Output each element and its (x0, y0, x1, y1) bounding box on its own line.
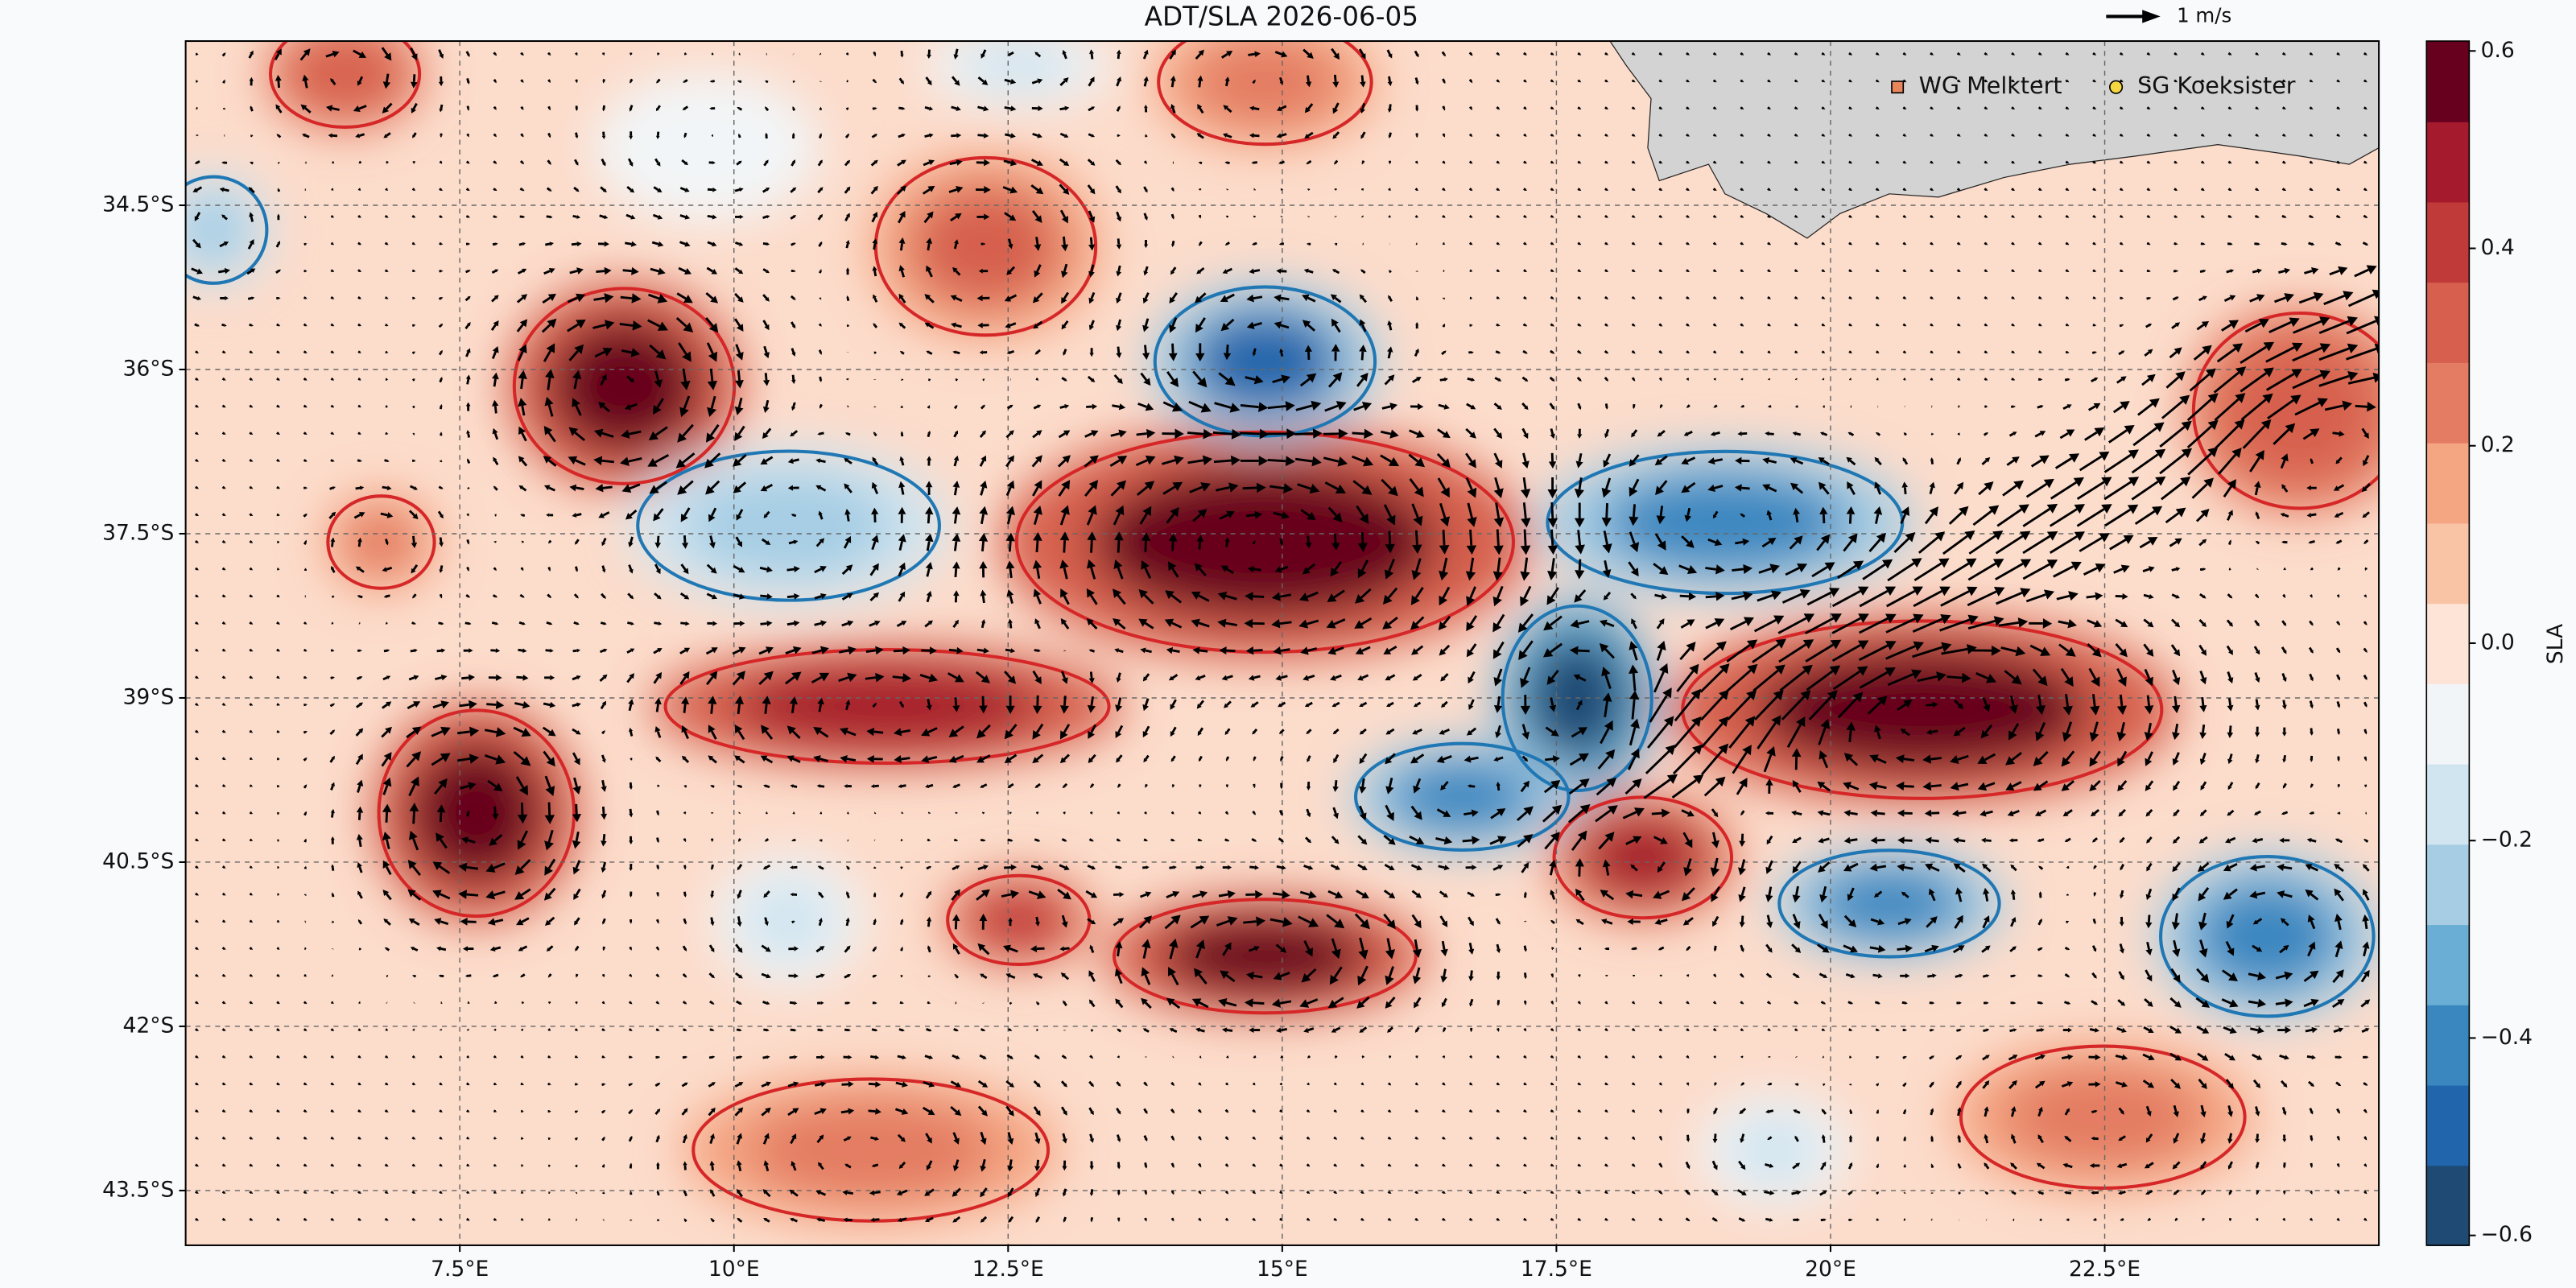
sla-contour (2159, 855, 2376, 1018)
sla-contour (268, 41, 422, 129)
sla-contour (185, 175, 269, 285)
sla-eddy-core (1724, 1113, 1824, 1187)
sla-contour (1354, 741, 1571, 852)
sla-contour (2191, 311, 2380, 510)
legend-label: WG Melktert (1919, 72, 2062, 99)
sla-eddy-core (956, 41, 1080, 93)
sla-contour (1501, 604, 1653, 792)
sla-eddy-core (344, 510, 419, 575)
colorbar-tick-label: 0.6 (2481, 38, 2515, 63)
colorbar-swatch (2426, 41, 2470, 122)
legend-marker (2108, 80, 2124, 94)
y-tick-label: 40.5°S (102, 848, 174, 873)
sla-eddy-core (1188, 309, 1342, 414)
sla-eddy-core (1191, 41, 1340, 126)
sla-contour (1777, 848, 2001, 959)
y-tick-label: 34.5°S (102, 192, 174, 217)
sla-eddy-core (1601, 473, 1848, 572)
colorbar-swatch (2426, 844, 2470, 926)
legend-marker (1891, 80, 1905, 94)
colorbar-swatch (2426, 1004, 2470, 1086)
land (1609, 41, 2380, 239)
y-tick-label: 42°S (122, 1013, 174, 1038)
sla-eddy-core (739, 877, 838, 964)
sla-eddy-core (909, 184, 1063, 308)
sla-eddy-core (2226, 343, 2374, 479)
colorbar-label: SLA (2543, 624, 2568, 664)
sla-eddy-core (747, 1100, 994, 1199)
x-tick-label: 22.5°E (2069, 1257, 2140, 1282)
sla-contours (185, 41, 2380, 1223)
colorbar-swatch (2426, 282, 2470, 363)
y-tick-label: 36°S (122, 356, 174, 381)
colorbar-swatch (2426, 442, 2470, 524)
colorbar-tick-label: 0.4 (2481, 235, 2515, 260)
sla-contour (1113, 898, 1418, 1015)
colorbar-tick-label: −0.2 (2481, 828, 2533, 852)
colorbar-swatch (2426, 522, 2470, 605)
colorbar-swatch (2426, 924, 2470, 1005)
colorbar-swatch (2426, 683, 2470, 765)
legend: WG Melktert SG Koeksister (1891, 72, 2296, 99)
sla-eddy-core (632, 98, 781, 197)
x-tick-label: 17.5°E (1521, 1257, 1592, 1282)
colorbar-tick-label: −0.4 (2481, 1025, 2533, 1050)
colorbar-swatch (2426, 361, 2470, 444)
quiver-key-head (2142, 10, 2161, 23)
colorbar-tick-label: 0.0 (2481, 630, 2515, 654)
sla-eddy-core (408, 741, 545, 885)
legend-label: SG Koeksister (2137, 72, 2296, 99)
colorbar-swatch (2426, 603, 2470, 684)
colorbar-swatch (2426, 201, 2470, 283)
x-tick-label: 12.5°E (972, 1257, 1044, 1282)
sla-contour (1157, 41, 1373, 147)
sla-eddy-core (1388, 759, 1537, 834)
sla-eddy-core (1092, 465, 1438, 619)
colorbar-swatch (2426, 121, 2470, 203)
sla-contour (663, 647, 1111, 766)
x-tick-label: 15°E (1257, 1257, 1308, 1282)
sla-eddy-core (1581, 815, 1705, 900)
sla-contour (636, 449, 941, 602)
y-tick-label: 37.5°S (102, 520, 174, 545)
colorbar-swatch (2426, 1084, 2470, 1166)
quiver-key-label: 1 m/s (2177, 3, 2231, 27)
velocity-arrows (191, 47, 2380, 1223)
colorbar-swatch (2426, 763, 2470, 845)
colorbar-tick-label: 0.2 (2481, 432, 2515, 457)
colorbar-tick-label: −0.6 (2481, 1222, 2533, 1247)
sla-contour (873, 155, 1098, 337)
sla-eddy-core (2004, 1067, 2202, 1166)
sla-eddy-core (2193, 881, 2342, 993)
colorbar-swatch (2426, 1165, 2470, 1246)
sla-eddy-core (1756, 648, 2089, 772)
sla-contour (691, 1077, 1051, 1223)
sla-contour (326, 494, 436, 590)
x-tick-label: 10°E (708, 1257, 760, 1282)
sla-contour (1959, 1044, 2247, 1190)
colorbar: 0.6 0.4 0.2 0.0 −0.2 −0.4 −0.6 (2425, 38, 2533, 1247)
y-tick-label: 39°S (122, 684, 174, 709)
sla-contour (1552, 795, 1734, 920)
sla-eddy-core (733, 667, 1042, 746)
x-tick-label: 20°E (1805, 1257, 1856, 1282)
map-area (185, 41, 2380, 1245)
sla-eddy-core (969, 889, 1068, 952)
x-tick-label: 7.5°E (431, 1257, 489, 1282)
graticule (185, 41, 2380, 1245)
sla-eddy-core (293, 41, 397, 111)
sla-eddy-core (185, 192, 251, 267)
sla-eddy-core (683, 473, 894, 578)
sla-contour (377, 708, 576, 919)
y-tick-label: 43.5°S (102, 1177, 174, 1202)
sla-eddy-core (1160, 916, 1370, 996)
sla-eddy-core (1813, 866, 1966, 941)
arrow-shafts (191, 47, 2377, 1223)
quiver-key: 1 m/s (2106, 3, 2231, 27)
chart-title: ADT/SLA 2026-06-05 (1145, 1, 1418, 31)
